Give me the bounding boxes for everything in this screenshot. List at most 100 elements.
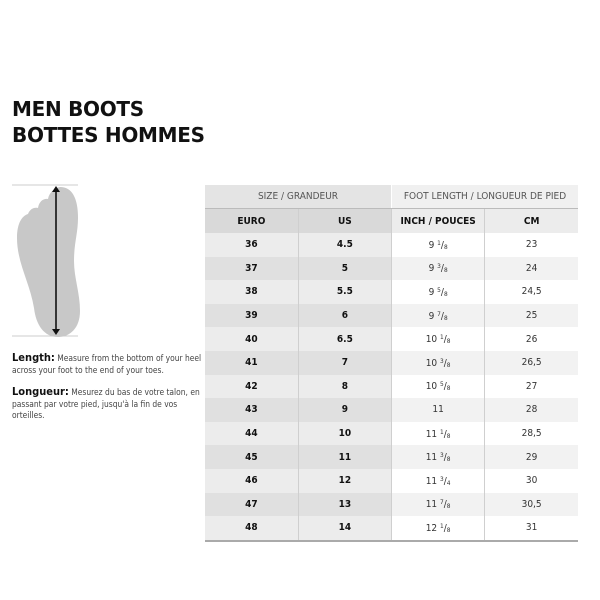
- us-size-cell: 13: [298, 492, 393, 517]
- inch-whole: 10: [425, 357, 438, 369]
- inch-whole: 12: [425, 522, 438, 534]
- inch-denominator: 8: [446, 384, 451, 393]
- cm-cell: 24,5: [484, 280, 578, 304]
- euro-size-cell: 46: [205, 468, 299, 493]
- table-row: 44 10 11 1/8 28,5: [205, 421, 578, 446]
- inch-numerator: 1: [440, 427, 444, 436]
- inch-denominator: 8: [443, 313, 448, 322]
- inch-numerator: 7: [437, 309, 441, 318]
- inch-whole: 9: [428, 263, 435, 275]
- inch-denominator: 8: [446, 455, 451, 464]
- title-french: BOTTES HOMMES: [12, 123, 205, 147]
- euro-size-cell: 36: [205, 233, 299, 257]
- longueur-text: Mesurez du bas de votre talon, en passan…: [12, 387, 200, 420]
- euro-size-cell: 42: [205, 374, 299, 399]
- cm-cell: 28,5: [484, 421, 578, 446]
- inch-cell: 9 7/8: [391, 303, 486, 328]
- inch-denominator: 8: [443, 266, 448, 275]
- cm-cell: 30,5: [484, 492, 578, 517]
- inch-numerator: 3: [437, 262, 441, 271]
- inch-numerator: 5: [440, 380, 444, 389]
- column-header-euro: EURO: [205, 208, 299, 233]
- column-header-row: EURO US INCH / POUCES CM: [205, 208, 578, 233]
- cm-cell: 27: [484, 374, 578, 399]
- inch-whole: 11: [425, 428, 438, 440]
- inch-numerator: 3: [440, 356, 444, 365]
- cm-cell: 28: [484, 398, 578, 422]
- inch-cell: 10 1/8: [391, 327, 486, 351]
- inch-cell: 11: [391, 398, 486, 422]
- table-row: 43 9 11 28: [205, 398, 578, 422]
- cm-cell: 26: [484, 327, 578, 351]
- us-size-cell: 11: [298, 445, 393, 469]
- inch-cell: 11 3/4: [391, 468, 486, 493]
- inch-whole: 10: [425, 334, 438, 346]
- inch-cell: 10 3/8: [391, 350, 486, 375]
- cm-cell: 30: [484, 468, 578, 493]
- inch-whole: 11: [432, 404, 444, 416]
- inch-whole: 9: [428, 286, 435, 298]
- inch-denominator: 8: [443, 242, 448, 251]
- euro-size-cell: 48: [205, 516, 299, 542]
- euro-size-cell: 47: [205, 492, 299, 517]
- us-size-cell: 9: [298, 398, 393, 422]
- inch-cell: 12 1/8: [391, 516, 486, 542]
- inch-cell: 9 1/8: [391, 233, 486, 257]
- inch-whole: 9: [428, 310, 435, 322]
- inch-whole: 9: [428, 239, 435, 251]
- euro-size-cell: 39: [205, 303, 299, 328]
- inch-cell: 11 1/8: [391, 421, 486, 446]
- us-size-cell: 4.5: [298, 233, 393, 257]
- euro-size-cell: 43: [205, 398, 299, 422]
- us-size-cell: 8: [298, 374, 393, 399]
- size-chart-table: SIZE / GRANDEUR FOOT LENGTH / LONGUEUR D…: [205, 185, 578, 542]
- inch-whole: 11: [425, 452, 438, 464]
- table-row: 39 6 9 7/8 25: [205, 303, 578, 328]
- inch-numerator: 3: [440, 474, 444, 483]
- table-row: 37 5 9 3/8 24: [205, 256, 578, 281]
- longueur-label: Longueur:: [12, 385, 69, 398]
- table-row: 46 12 11 3/4 30: [205, 468, 578, 493]
- column-header-inch: INCH / POUCES: [391, 208, 486, 233]
- euro-size-cell: 38: [205, 280, 299, 304]
- table-row: 48 14 12 1/8 31: [205, 516, 578, 542]
- euro-size-cell: 44: [205, 421, 299, 446]
- inch-cell: 11 7/8: [391, 492, 486, 517]
- inch-denominator: 8: [446, 360, 451, 369]
- table-row: 38 5.5 9 5/8 24,5: [205, 280, 578, 304]
- table-row: 41 7 10 3/8 26,5: [205, 350, 578, 375]
- table-row: 42 8 10 5/8 27: [205, 374, 578, 399]
- euro-size-cell: 37: [205, 256, 299, 281]
- us-size-cell: 14: [298, 516, 393, 542]
- size-group-header: SIZE / GRANDEUR: [205, 185, 392, 209]
- inch-denominator: 8: [446, 502, 451, 511]
- inch-cell: 9 3/8: [391, 256, 486, 281]
- inch-whole: 10: [425, 381, 438, 393]
- length-description-french: Longueur: Mesurez du bas de votre talon,…: [12, 386, 202, 422]
- cm-cell: 26,5: [484, 350, 578, 375]
- inch-numerator: 3: [440, 451, 444, 460]
- inch-numerator: 5: [437, 285, 441, 294]
- inch-numerator: 1: [440, 333, 444, 342]
- us-size-cell: 5.5: [298, 280, 393, 304]
- inch-denominator: 4: [446, 478, 451, 487]
- us-size-cell: 10: [298, 421, 393, 446]
- us-size-cell: 6: [298, 303, 393, 328]
- group-header-row: SIZE / GRANDEUR FOOT LENGTH / LONGUEUR D…: [205, 185, 578, 209]
- cm-cell: 25: [484, 303, 578, 328]
- us-size-cell: 7: [298, 350, 393, 375]
- cm-cell: 23: [484, 233, 578, 257]
- cm-cell: 29: [484, 445, 578, 469]
- inch-denominator: 8: [446, 525, 451, 534]
- inch-cell: 10 5/8: [391, 374, 486, 399]
- column-header-cm: CM: [484, 208, 578, 233]
- us-size-cell: 6.5: [298, 327, 393, 351]
- table-row: 45 11 11 3/8 29: [205, 445, 578, 469]
- euro-size-cell: 40: [205, 327, 299, 351]
- inch-denominator: 8: [446, 337, 451, 346]
- euro-size-cell: 41: [205, 350, 299, 375]
- page-title: MEN BOOTS BOTTES HOMMES: [12, 96, 205, 148]
- foot-length-group-header: FOOT LENGTH / LONGUEUR DE PIED: [391, 185, 578, 209]
- title-english: MEN BOOTS: [12, 97, 144, 121]
- cm-cell: 24: [484, 256, 578, 281]
